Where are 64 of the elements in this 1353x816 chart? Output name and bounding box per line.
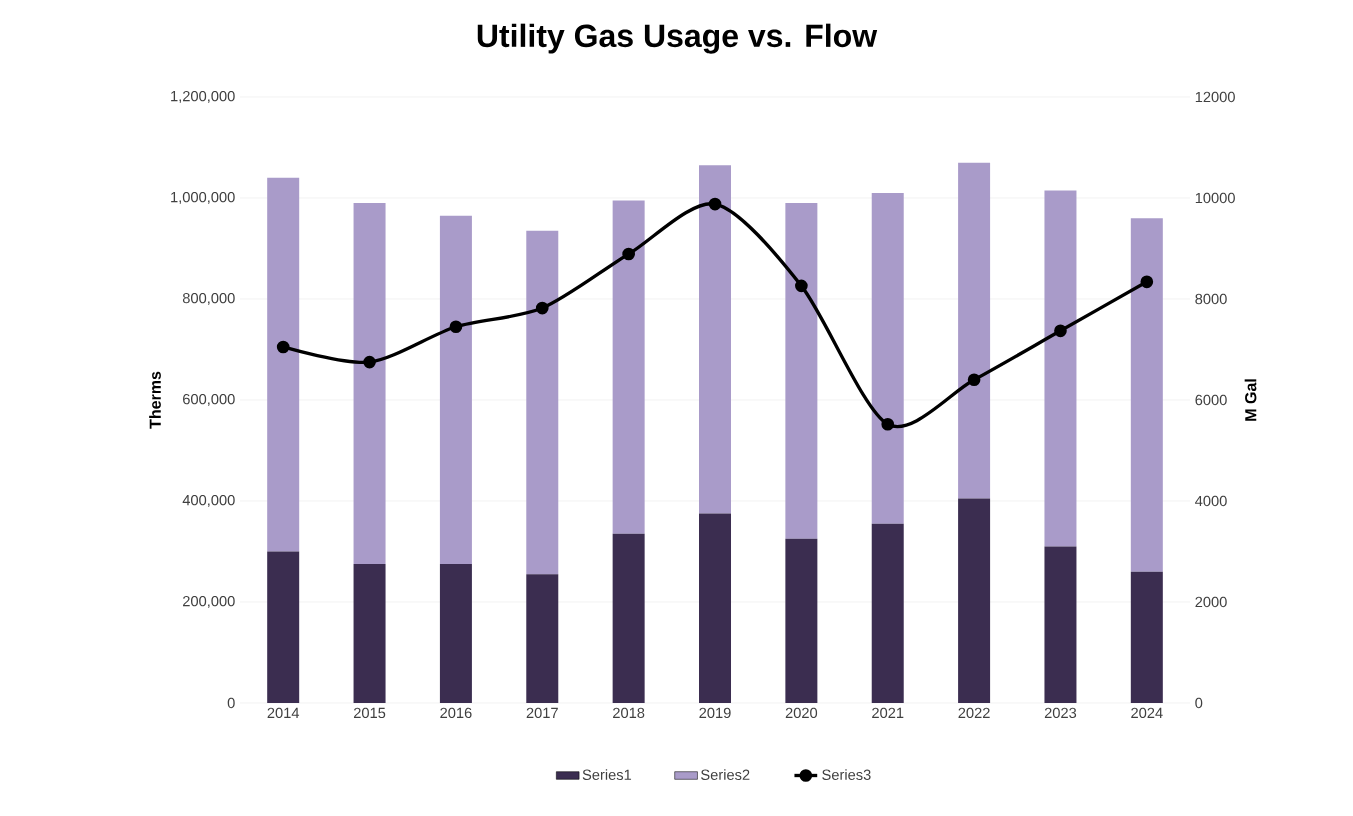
bar [612,533,645,703]
bar [526,230,559,575]
bar [958,498,991,703]
bar [785,538,818,703]
y2-axis-title: M Gal [1244,379,1257,421]
y-tick-label: 800,000 [182,292,235,306]
bar [1130,218,1163,572]
y2-tick-label: 6000 [1195,394,1227,406]
bar [267,551,300,703]
bar [1044,546,1077,703]
y-tick-label: 200,000 [183,595,235,609]
y-tick-label: 600,000 [183,393,235,407]
point [449,320,463,334]
legend-label: Series3 [822,769,871,780]
x-tick-label: 2020 [785,707,818,719]
x-tick-label: 2016 [440,707,472,719]
point [363,355,376,369]
x-tick-label: 2015 [353,707,386,719]
bar [353,564,386,703]
legend-label: Series2 [701,769,750,780]
bar [785,203,818,539]
bar [699,513,732,703]
point [535,301,549,315]
bar [612,200,645,534]
y2-tick-label: 0 [1195,697,1203,709]
bar [871,523,904,703]
y2-tick-label: 10000 [1195,192,1235,204]
bar [353,203,386,565]
bar [439,215,472,565]
legend-label: Series1 [582,769,632,780]
point [881,417,895,431]
bar [439,564,472,703]
x-tick-label: 2023 [1044,707,1077,719]
bar [1130,571,1163,703]
bar [958,162,991,499]
bar [526,574,559,703]
x-tick-label: 2014 [267,707,300,719]
x-tick-label: 2019 [699,707,731,719]
y2-tick-label: 4000 [1195,495,1227,507]
x-tick-label: 2021 [872,707,904,719]
y2-tick-label: 8000 [1195,293,1227,305]
y-axis-title: Therms [149,371,161,429]
point [967,373,981,387]
y-tick-label: 400,000 [182,494,235,508]
y-tick-label: 0 [227,697,235,709]
bar [871,192,904,524]
point [795,279,808,293]
chart-title: Utility Gas Usage vs. Flow [477,23,878,54]
bar [699,165,732,514]
x-tick-label: 2017 [526,707,558,719]
point [1140,275,1154,289]
y-tick-label: 1,200,000 [171,90,235,104]
bar [267,177,300,552]
point [622,247,635,261]
x-tick-label: 2022 [958,707,990,719]
y-tick-label: 1,000,000 [171,191,235,205]
point [708,197,722,211]
bar [1044,190,1077,547]
point [276,340,290,354]
x-tick-label: 2024 [1131,707,1163,719]
y2-tick-label: 2000 [1195,596,1227,608]
point [1054,324,1067,338]
x-tick-label: 2018 [613,707,645,719]
y2-tick-label: 12000 [1195,91,1235,103]
